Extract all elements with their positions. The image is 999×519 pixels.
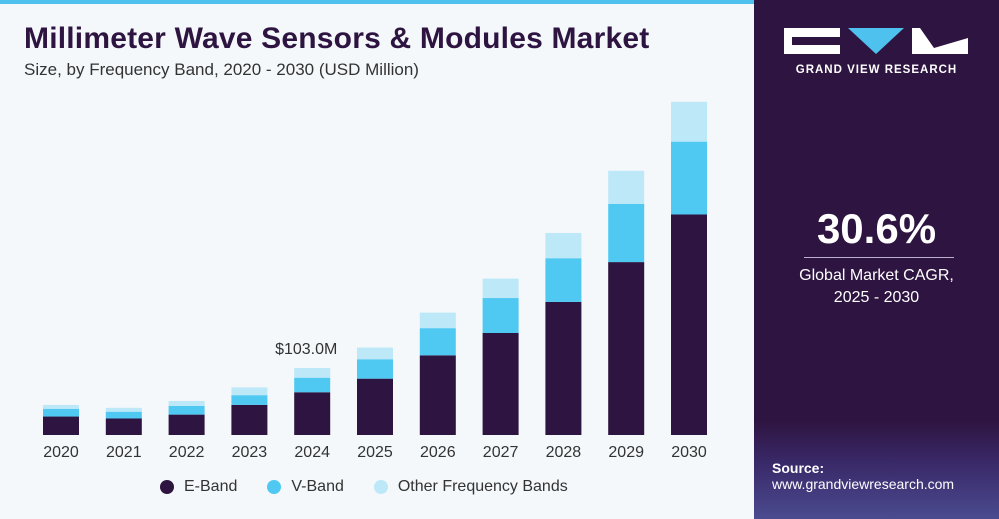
x-tick-label-2027: 2027 bbox=[483, 444, 519, 461]
legend-swatch-other-bands bbox=[373, 480, 388, 494]
bar-other-frequency-bands-2027 bbox=[482, 278, 519, 299]
x-tick-label-2022: 2022 bbox=[169, 444, 205, 461]
legend: E-Band V-Band Other Frequency Bands bbox=[160, 478, 598, 496]
bar-v-band-2028 bbox=[545, 258, 582, 302]
bar-other-frequency-bands-2021 bbox=[105, 407, 142, 412]
bar-v-band-2024 bbox=[294, 377, 331, 393]
cagr-value: 30.6% bbox=[816, 205, 937, 252]
bar-e-band-2029 bbox=[608, 262, 645, 435]
bar-other-frequency-bands-2028 bbox=[545, 232, 582, 259]
cagr-divider bbox=[804, 257, 954, 258]
bar-other-frequency-bands-2025 bbox=[357, 347, 393, 360]
bar-e-band-2023 bbox=[231, 404, 268, 435]
cagr-label-line1: Global Market CAGR, bbox=[799, 267, 954, 284]
x-tick-label-2030: 2030 bbox=[671, 444, 707, 461]
bar-other-frequency-bands-2026 bbox=[419, 312, 456, 329]
bar-v-band-2020 bbox=[43, 408, 79, 417]
brand-name: GRAND VIEW RESEARCH bbox=[795, 64, 958, 76]
bar-v-band-2021 bbox=[105, 411, 142, 419]
x-tick-label-2024: 2024 bbox=[294, 444, 330, 461]
bar-v-band-2027 bbox=[482, 298, 519, 333]
x-tick-label-2021: 2021 bbox=[106, 444, 142, 461]
bar-e-band-2024 bbox=[294, 392, 331, 435]
bar-other-frequency-bands-2022 bbox=[168, 401, 205, 406]
bar-other-frequency-bands-2023 bbox=[231, 387, 268, 396]
bar-e-band-2030 bbox=[671, 214, 707, 435]
bar-v-band-2023 bbox=[231, 395, 268, 405]
legend-label-e-band: E-Band bbox=[184, 478, 238, 495]
bar-chart: 2020 2021 2022 2023 2024 $103.0M 2025 2026 2027 2… bbox=[43, 101, 707, 461]
x-tick-label-2028: 2028 bbox=[546, 444, 582, 461]
x-tick-label-2026: 2026 bbox=[420, 444, 456, 461]
data-label-2024: $103.0M bbox=[275, 341, 337, 358]
bar-e-band-2027 bbox=[482, 333, 519, 435]
legend-swatch-v-band bbox=[267, 480, 282, 494]
sidebar: GRAND VIEW RESEARCH 30.6% Global Market … bbox=[754, 0, 999, 519]
bar-other-frequency-bands-2024 bbox=[294, 367, 331, 378]
bar-other-frequency-bands-2030 bbox=[671, 101, 707, 142]
accent-bar bbox=[0, 0, 754, 4]
bar-v-band-2026 bbox=[419, 328, 456, 356]
bar-e-band-2028 bbox=[545, 301, 582, 435]
bar-e-band-2025 bbox=[357, 378, 393, 435]
x-tick-label-2020: 2020 bbox=[43, 444, 79, 461]
bar-e-band-2026 bbox=[419, 355, 456, 435]
source-note: Source: www.grandviewresearch.com bbox=[772, 460, 954, 492]
cagr-label-line2: 2025 - 2030 bbox=[833, 289, 920, 306]
legend-item-other-bands: Other Frequency Bands bbox=[373, 478, 568, 496]
bar-v-band-2030 bbox=[671, 141, 707, 215]
chart-title: Millimeter Wave Sensors & Modules Market bbox=[24, 22, 650, 55]
chart-subtitle: Size, by Frequency Band, 2020 - 2030 (US… bbox=[24, 60, 419, 79]
source-label: Source: bbox=[772, 460, 825, 476]
bar-v-band-2022 bbox=[168, 405, 205, 415]
x-tick-label-2025: 2025 bbox=[357, 444, 393, 461]
cagr-label: Global Market CAGR, 2025 - 2030 bbox=[754, 265, 999, 309]
bar-e-band-2020 bbox=[43, 416, 79, 435]
legend-label-other-bands: Other Frequency Bands bbox=[397, 478, 568, 495]
bar-v-band-2029 bbox=[608, 203, 645, 263]
x-tick-label-2029: 2029 bbox=[608, 444, 644, 461]
x-tick-label-2023: 2023 bbox=[232, 444, 268, 461]
legend-item-e-band: E-Band bbox=[160, 478, 237, 496]
bar-other-frequency-bands-2029 bbox=[608, 170, 645, 204]
bar-e-band-2022 bbox=[168, 414, 205, 435]
bar-v-band-2025 bbox=[357, 359, 393, 379]
chart-panel: Millimeter Wave Sensors & Modules Market… bbox=[0, 0, 754, 519]
legend-item-v-band: V-Band bbox=[267, 478, 344, 496]
legend-label-v-band: V-Band bbox=[291, 478, 344, 495]
source-url[interactable]: www.grandviewresearch.com bbox=[772, 476, 955, 492]
bar-e-band-2021 bbox=[105, 418, 142, 435]
legend-swatch-e-band bbox=[160, 480, 174, 494]
sidebar-gradient bbox=[754, 420, 999, 519]
bar-other-frequency-bands-2020 bbox=[43, 404, 79, 409]
brand-logo-icon bbox=[784, 28, 968, 54]
